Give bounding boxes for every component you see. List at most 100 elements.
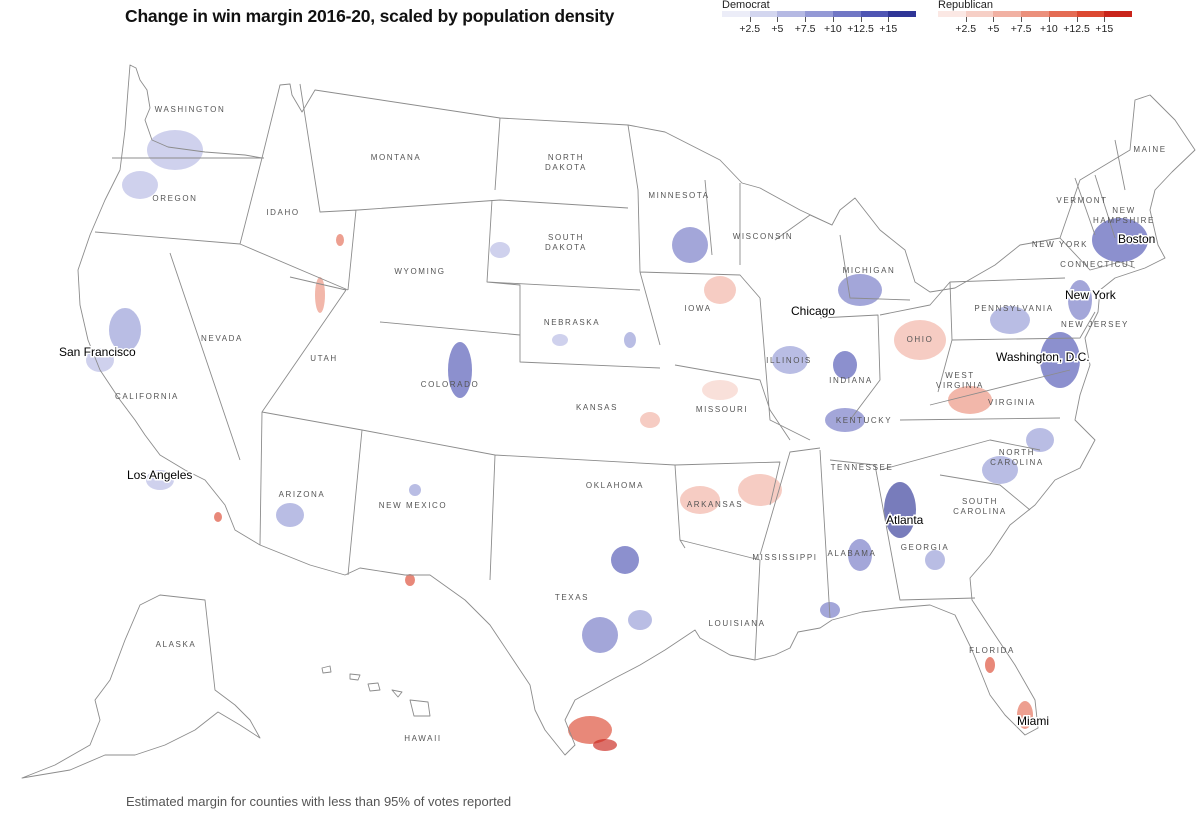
state-label-indiana: INDIANA bbox=[829, 376, 873, 385]
state-label-arkansas: ARKANSAS bbox=[687, 500, 743, 509]
legend-democrat-tick bbox=[832, 17, 834, 22]
legend-republican-tick-label: +5 bbox=[987, 23, 1000, 35]
democrat-shift-area bbox=[146, 470, 174, 490]
state-label-hawaii: HAWAII bbox=[404, 734, 441, 743]
state-label-oregon: OREGON bbox=[152, 194, 197, 203]
legend-democrat-swatch bbox=[805, 11, 833, 17]
state-label-ohio: OHIO bbox=[907, 335, 934, 344]
legend-democrat-tick-label: +2.5 bbox=[739, 23, 761, 35]
city-label-los-angeles: Los Angeles bbox=[127, 468, 192, 482]
state-label-north-carolina: NORTH CAROLINA bbox=[990, 448, 1044, 467]
city-label-boston: Boston bbox=[1118, 232, 1155, 246]
state-label-virginia: VIRGINIA bbox=[988, 398, 1036, 407]
state-label-west-virginia: WEST VIRGINIA bbox=[936, 371, 984, 390]
state-label-california: CALIFORNIA bbox=[115, 392, 179, 401]
legend-democrat-colorbar bbox=[722, 11, 917, 17]
legend-republican-tick bbox=[965, 17, 967, 22]
democrat-shift-area bbox=[820, 602, 840, 618]
state-label-south-carolina: SOUTH CAROLINA bbox=[953, 497, 1007, 516]
state-label-florida: FLORIDA bbox=[969, 646, 1015, 655]
democrat-shift-area bbox=[109, 308, 141, 352]
legend-republican-colorbar bbox=[938, 11, 1133, 17]
democrat-shift-area bbox=[628, 610, 652, 630]
republican-shift-area bbox=[894, 320, 946, 360]
legend-republican-label: Republican bbox=[938, 0, 994, 11]
legend-democrat-swatch bbox=[749, 11, 778, 17]
republican-shift-area bbox=[985, 657, 995, 673]
state-label-montana: MONTANA bbox=[371, 153, 422, 162]
state-label-georgia: GEORGIA bbox=[901, 543, 950, 552]
democrat-shift-area bbox=[276, 503, 304, 527]
legend-democrat-tick bbox=[805, 17, 807, 22]
republican-shift-area bbox=[948, 386, 992, 414]
city-label-new-york: New York bbox=[1065, 288, 1117, 302]
republican-shift-area bbox=[336, 234, 344, 246]
democrat-shift-area bbox=[925, 550, 945, 570]
democrat-shift-area bbox=[582, 617, 618, 653]
legend-republican-tick-label: +15 bbox=[1095, 23, 1114, 35]
state-borders bbox=[21, 64, 1196, 779]
republican-shift-area bbox=[405, 574, 415, 586]
state-label-idaho: IDAHO bbox=[266, 208, 299, 217]
state-label-north-dakota: NORTH DAKOTA bbox=[545, 153, 587, 172]
democrat-shift-area bbox=[448, 342, 472, 398]
state-label-missouri: MISSOURI bbox=[696, 405, 748, 414]
democrat-shift-area bbox=[147, 130, 203, 170]
us-outline bbox=[77, 64, 1196, 756]
state-label-new-mexico: NEW MEXICO bbox=[379, 501, 447, 510]
legend-republican: Republican +2.5 +5 +7.5 +10 +12.5 +15 bbox=[938, 0, 1133, 39]
republican-shift-area bbox=[738, 474, 782, 506]
legend-democrat-swatch bbox=[832, 11, 861, 17]
legend-republican-swatch bbox=[1021, 11, 1049, 17]
legend-republican-tick-label: +10 bbox=[1039, 23, 1058, 35]
state-label-wisconsin: WISCONSIN bbox=[733, 232, 794, 241]
legend-democrat-tick-label: +5 bbox=[771, 23, 784, 35]
city-label-washington-d-c: Washington, D.C. bbox=[996, 350, 1090, 364]
legend-republican-tick bbox=[1021, 17, 1023, 22]
state-label-kansas: KANSAS bbox=[576, 403, 618, 412]
state-label-tennessee: TENNESSEE bbox=[831, 463, 894, 472]
legend-republican-tick bbox=[993, 17, 995, 22]
alaska-outline bbox=[21, 594, 261, 779]
legend-democrat-swatch bbox=[888, 11, 917, 17]
legend-republican-tick-label: +12.5 bbox=[1063, 23, 1090, 35]
legend-republican-swatch bbox=[1104, 11, 1133, 17]
state-label-michigan: MICHIGAN bbox=[843, 266, 896, 275]
city-label-miami: Miami bbox=[1017, 714, 1049, 728]
republican-shift-area bbox=[214, 512, 222, 522]
legend-democrat-tick-label: +12.5 bbox=[847, 23, 874, 35]
state-label-illinois: ILLINOIS bbox=[766, 356, 812, 365]
state-label-mississippi: MISSISSIPPI bbox=[752, 553, 817, 562]
legend-republican-swatch bbox=[938, 11, 966, 17]
inner-borders bbox=[94, 83, 1136, 661]
state-label-new-jersey: NEW JERSEY bbox=[1061, 320, 1129, 329]
state-label-arizona: ARIZONA bbox=[279, 490, 326, 499]
state-labels: WASHINGTON OREGON CALIFORNIA NEVADA IDAHO MON… bbox=[115, 105, 1165, 743]
republican-shift-area bbox=[1017, 701, 1033, 729]
legend-democrat-tick bbox=[888, 17, 890, 22]
legend-republican-swatch bbox=[1076, 11, 1105, 17]
state-label-nebraska: NEBRASKA bbox=[544, 318, 600, 327]
legend-republican-tick bbox=[1048, 17, 1050, 22]
legend-republican-tick bbox=[1104, 17, 1106, 22]
legend-republican-ticks: +2.5 +5 +7.5 +10 +12.5 +15 bbox=[938, 17, 1132, 39]
democrat-shift-area bbox=[86, 348, 114, 372]
legend-republican-swatch bbox=[1048, 11, 1077, 17]
republican-shift-area bbox=[568, 716, 612, 744]
state-label-louisiana: LOUISIANA bbox=[708, 619, 765, 628]
legend-democrat-swatch bbox=[777, 11, 806, 17]
state-label-new-hampshire: NEW HAMPSHIRE bbox=[1093, 206, 1155, 225]
legend-democrat-tick-label: +7.5 bbox=[794, 23, 816, 35]
city-label-san-francisco: San Francisco bbox=[59, 345, 136, 359]
legend-democrat-tick bbox=[777, 17, 779, 22]
legend-republican-tick-label: +2.5 bbox=[955, 23, 977, 35]
democrat-shift-area bbox=[409, 484, 421, 496]
republican-shift-area bbox=[640, 412, 660, 428]
state-label-alaska: ALASKA bbox=[156, 640, 197, 649]
state-label-new-york: NEW YORK bbox=[1032, 240, 1088, 249]
democrat-shift-area bbox=[982, 456, 1018, 484]
state-label-texas: TEXAS bbox=[555, 593, 589, 602]
legend-republican-tick-label: +7.5 bbox=[1010, 23, 1032, 35]
map-title: Change in win margin 2016-20, scaled by … bbox=[125, 6, 615, 26]
